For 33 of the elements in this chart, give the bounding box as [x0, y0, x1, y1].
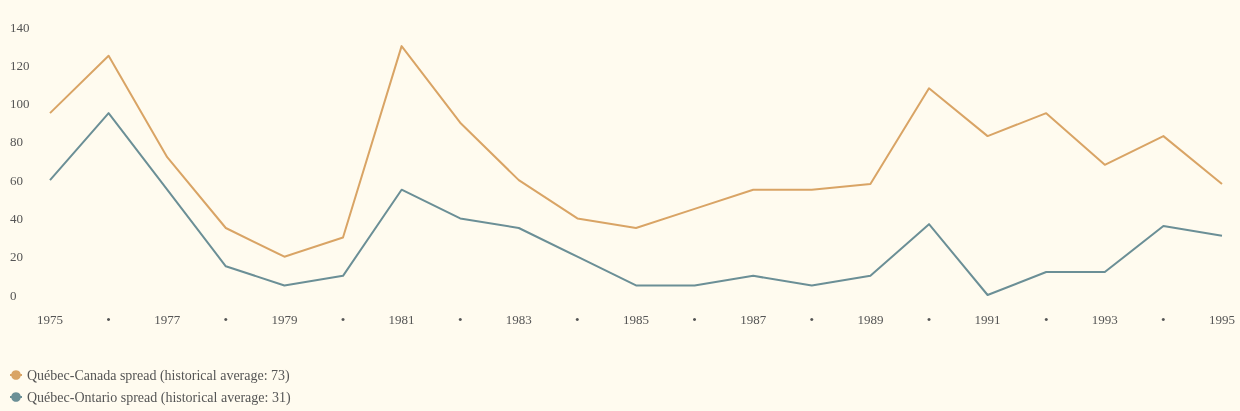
line-series	[49, 112, 1223, 296]
x-tick-label: 1995	[1209, 312, 1235, 327]
x-tick-label: 1989	[857, 312, 884, 327]
x-tick-label: •	[692, 312, 697, 327]
x-tick-label: 1981	[388, 312, 415, 327]
y-tick-label: 80	[10, 134, 23, 150]
x-tick-label: •	[1161, 312, 1166, 327]
x-tick-label: 1987	[740, 312, 767, 327]
x-tick-label: 1983	[505, 312, 532, 327]
y-tick-label: 100	[10, 96, 30, 112]
x-tick-label: 1993	[1091, 312, 1118, 327]
y-tick-label: 140	[10, 19, 30, 35]
x-tick-label: •	[223, 312, 229, 327]
x-tick-label: •	[926, 312, 932, 327]
x-tick-label: 1991	[974, 312, 1001, 327]
x-tick-label: 1977	[154, 312, 181, 327]
y-tick-label: 120	[10, 57, 30, 73]
x-tick-label: •	[457, 312, 463, 327]
x-tick-label: •	[575, 312, 580, 327]
x-tick-label: •	[1043, 312, 1049, 327]
x-tick-label: •	[340, 312, 346, 327]
x-tick-label: 1985	[623, 312, 649, 327]
y-tick-label: 60	[10, 172, 23, 188]
x-tick-label: 1975	[37, 312, 63, 327]
y-tick-label: 20	[10, 249, 23, 265]
line-series	[49, 45, 1223, 258]
legend-label: Québec-Ontario spread (historical average: 31)	[27, 389, 291, 406]
x-tick-label: •	[809, 312, 815, 327]
x-tick-label: •	[106, 312, 111, 327]
y-tick-label: 40	[10, 210, 23, 226]
y-tick-label: 0	[10, 287, 17, 303]
x-tick-label: 1979	[271, 312, 298, 327]
legend-label: Québec-Canada spread (historical average: 73)	[27, 367, 291, 384]
